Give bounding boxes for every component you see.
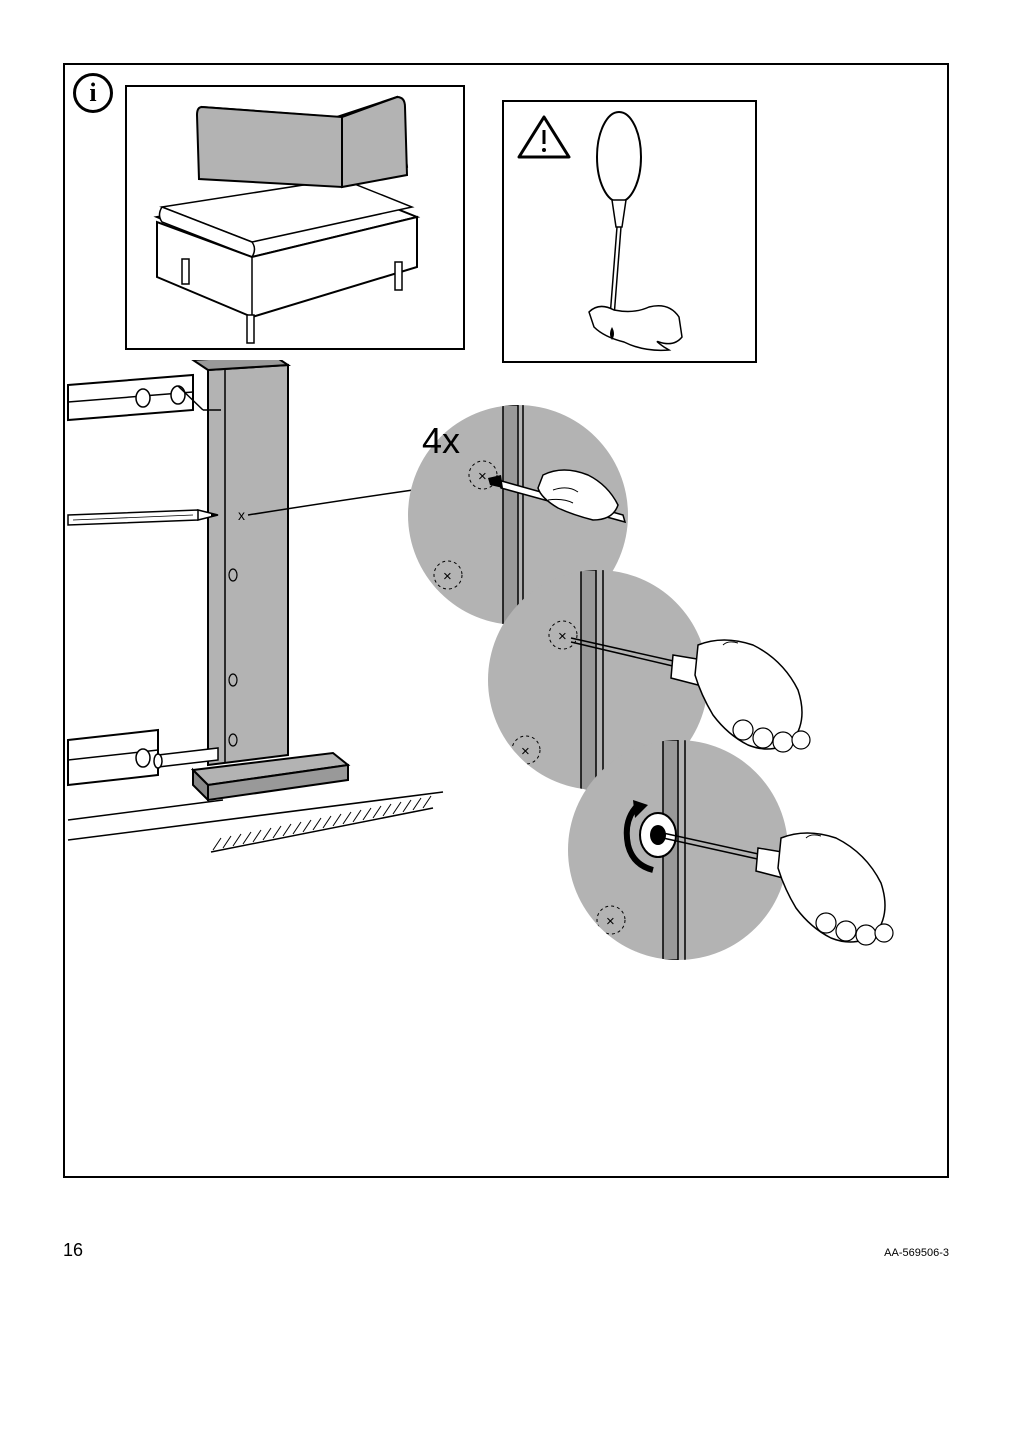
warning-box bbox=[502, 100, 757, 363]
document-id: AA-569506-3 bbox=[884, 1247, 949, 1259]
svg-text:×: × bbox=[478, 468, 487, 485]
assembly-diagram: x × × bbox=[63, 360, 949, 1060]
info-symbol: i bbox=[89, 78, 96, 108]
quantity-label: 4x bbox=[422, 420, 460, 462]
product-reference-box bbox=[125, 85, 465, 350]
svg-text:×: × bbox=[521, 743, 530, 760]
svg-text:×: × bbox=[558, 628, 567, 645]
page-number: 16 bbox=[63, 1240, 83, 1261]
info-icon: i bbox=[73, 73, 113, 113]
svg-text:×: × bbox=[443, 568, 452, 585]
svg-text:×: × bbox=[606, 913, 615, 930]
couch-illustration bbox=[127, 87, 463, 348]
svg-text:x: x bbox=[238, 507, 245, 523]
awl-warning-illustration bbox=[504, 102, 755, 361]
